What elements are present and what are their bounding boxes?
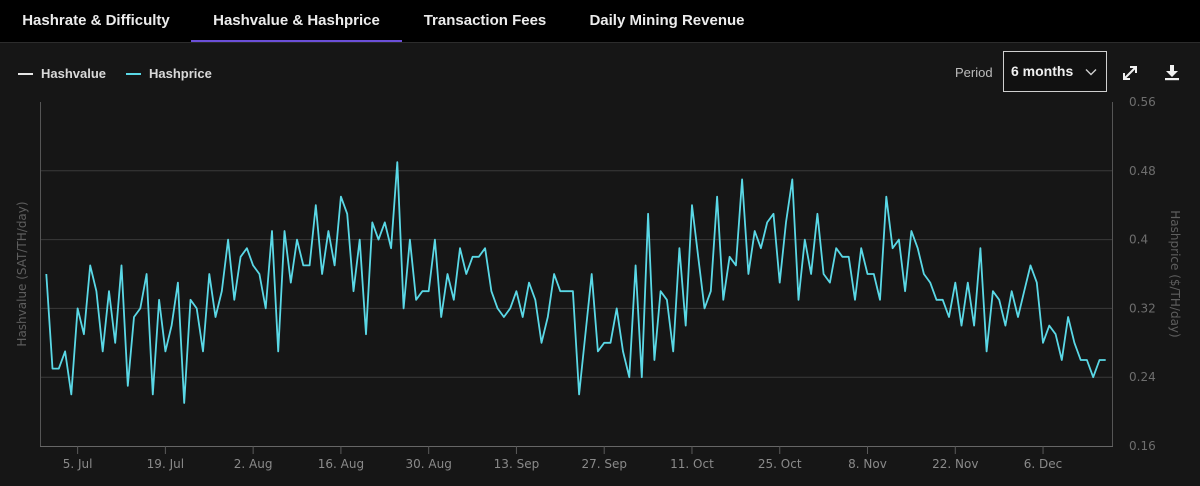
y-tick-label: 0.48 bbox=[1129, 164, 1156, 178]
legend-label-hashprice: Hashprice bbox=[149, 66, 212, 81]
period-label: Period bbox=[955, 65, 993, 80]
period-value: 6 months bbox=[1011, 63, 1074, 79]
x-tick-label: 27. Sep bbox=[581, 457, 627, 471]
tab-transaction-fees[interactable]: Transaction Fees bbox=[423, 12, 547, 29]
y-axis-right-label: Hashprice ($/TH/day) bbox=[1168, 210, 1182, 337]
tab-daily-mining-revenue[interactable]: Daily Mining Revenue bbox=[589, 12, 745, 29]
x-tick-label: 30. Aug bbox=[406, 457, 452, 471]
x-tick-label: 8. Nov bbox=[848, 457, 887, 471]
x-tick-label: 13. Sep bbox=[494, 457, 540, 471]
y-axis-left-label: Hashvalue (SAT/TH/day) bbox=[15, 201, 29, 346]
expand-icon[interactable] bbox=[1121, 64, 1139, 82]
legend-hashprice[interactable]: Hashprice bbox=[126, 64, 212, 84]
x-tick-label: 25. Oct bbox=[758, 457, 802, 471]
x-tick-label: 2. Aug bbox=[234, 457, 273, 471]
period-select[interactable]: 6 months bbox=[1003, 51, 1107, 92]
hashprice-series-line bbox=[45, 161, 1106, 404]
y-tick-label: 0.24 bbox=[1129, 370, 1156, 384]
legend-swatch-hashprice bbox=[126, 72, 141, 75]
legend-label-hashvalue: Hashvalue bbox=[41, 66, 107, 81]
y-tick-label: 0.32 bbox=[1129, 301, 1156, 315]
x-tick-label: 16. Aug bbox=[318, 457, 364, 471]
legend-hashvalue[interactable]: Hashvalue bbox=[18, 64, 106, 84]
y-tick-label: 0.56 bbox=[1129, 95, 1156, 109]
x-tick-label: 11. Oct bbox=[670, 457, 714, 471]
legend-swatch-hashvalue bbox=[18, 72, 33, 75]
download-icon[interactable] bbox=[1163, 63, 1181, 81]
y-tick-label: 0.16 bbox=[1129, 439, 1156, 453]
tab-hashrate-difficulty[interactable]: Hashrate & Difficulty bbox=[22, 12, 170, 29]
tab-hashvalue-hashprice[interactable]: Hashvalue & Hashprice bbox=[191, 0, 402, 42]
y-tick-label: 0.4 bbox=[1129, 233, 1148, 247]
x-tick-label: 6. Dec bbox=[1024, 457, 1062, 471]
tab-bar: Hashrate & Difficulty Hashvalue & Hashpr… bbox=[0, 0, 1200, 43]
x-tick-label: 5. Jul bbox=[63, 457, 93, 471]
chevron-down-icon bbox=[1085, 69, 1097, 76]
x-tick-label: 19. Jul bbox=[147, 457, 184, 471]
x-tick-label: 22. Nov bbox=[932, 457, 978, 471]
